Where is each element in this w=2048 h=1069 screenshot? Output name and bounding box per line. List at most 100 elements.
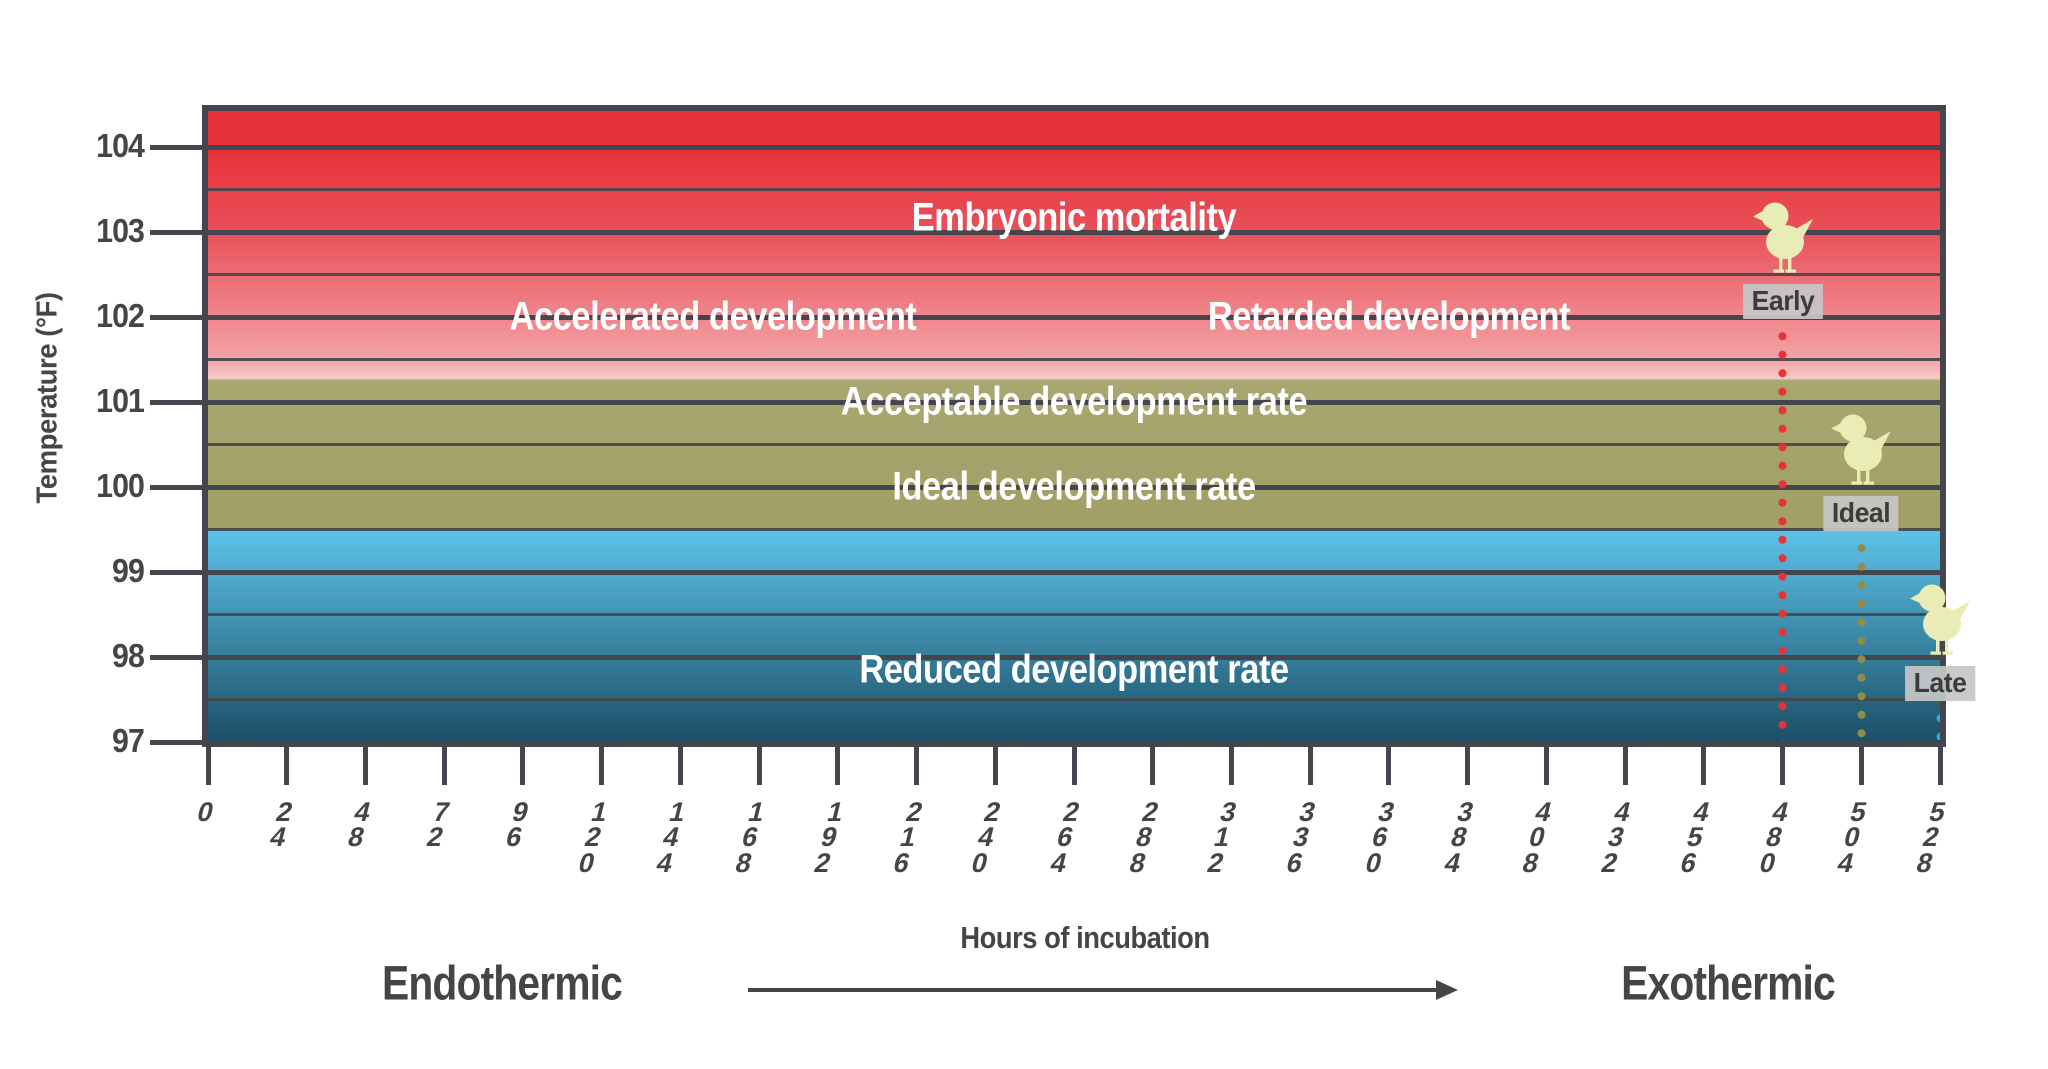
x-tick-336 — [1307, 747, 1313, 785]
x-tick-120 — [599, 747, 605, 785]
y-tick-label-98: 98 — [112, 637, 145, 675]
x-tick-0 — [205, 747, 211, 785]
gridline-99.5 — [208, 528, 1940, 531]
gridline-101 — [208, 399, 1940, 405]
hatch-chick-ideal — [1830, 411, 1892, 494]
x-tick-504 — [1858, 747, 1864, 785]
gridline-98.5 — [208, 613, 1940, 616]
temperature-zones-area — [208, 111, 1940, 741]
chick-icon — [1831, 414, 1892, 485]
y-tick-104 — [150, 144, 208, 150]
y-tick-label-104: 104 — [96, 127, 145, 165]
gridline-103.5 — [208, 188, 1940, 191]
y-tick-103 — [150, 229, 208, 235]
x-tick-456 — [1701, 747, 1707, 785]
gridline-104 — [208, 144, 1940, 150]
gridline-100.5 — [208, 443, 1940, 446]
x-tick-264 — [1071, 747, 1077, 785]
y-tick-label-97: 97 — [112, 722, 145, 760]
hatch-label-early: Early — [1742, 283, 1823, 319]
zone-label-2: Retarded development — [1207, 294, 1571, 339]
x-tick-528 — [1937, 747, 1943, 785]
x-tick-48 — [362, 747, 368, 785]
x-tick-288 — [1150, 747, 1156, 785]
incubation-arrow-line — [748, 988, 1438, 992]
y-tick-label-103: 103 — [96, 212, 145, 250]
hatch-label-late: Late — [1905, 666, 1975, 702]
y-tick-label-100: 100 — [96, 467, 145, 505]
y-tick-97 — [150, 739, 208, 745]
x-tick-240 — [992, 747, 998, 785]
y-tick-label-99: 99 — [112, 552, 145, 590]
x-tick-480 — [1780, 747, 1786, 785]
x-tick-144 — [677, 747, 683, 785]
x-tick-192 — [835, 747, 841, 785]
x-tick-408 — [1543, 747, 1549, 785]
gridline-102.5 — [208, 273, 1940, 276]
y-tick-label-102: 102 — [96, 297, 145, 335]
x-tick-432 — [1622, 747, 1628, 785]
hatch-dotline-late — [1935, 709, 1945, 740]
exothermic-label: Exothermic — [1621, 957, 1836, 1011]
incubation-arrow-head — [1436, 980, 1458, 1000]
gridline-103 — [208, 229, 1940, 235]
x-tick-384 — [1465, 747, 1471, 785]
y-tick-100 — [150, 484, 208, 490]
x-tick-label-0: 0 — [194, 797, 216, 827]
hatch-chick-late — [1909, 581, 1971, 664]
gridline-99 — [208, 569, 1940, 575]
x-tick-168 — [756, 747, 762, 785]
zone-label-0: Embryonic mortality — [911, 195, 1237, 240]
zone-label-4: Ideal development rate — [892, 464, 1256, 509]
gridline-100 — [208, 484, 1940, 490]
gridline-98 — [208, 654, 1940, 660]
hatch-label-ideal: Ideal — [1823, 496, 1899, 532]
gridline-97.5 — [208, 698, 1940, 701]
y-tick-label-101: 101 — [96, 382, 145, 420]
hatch-dotline-ideal — [1856, 539, 1866, 740]
x-tick-24 — [284, 747, 290, 785]
x-tick-312 — [1228, 747, 1234, 785]
y-tick-99 — [150, 569, 208, 575]
x-tick-72 — [441, 747, 447, 785]
x-tick-96 — [520, 747, 526, 785]
y-tick-98 — [150, 654, 208, 660]
y-tick-102 — [150, 314, 208, 320]
y-tick-101 — [150, 399, 208, 405]
zone-label-5: Reduced development rate — [859, 647, 1289, 692]
zone-label-1: Accelerated development — [509, 294, 917, 339]
gridline-102 — [208, 314, 1940, 320]
chick-icon — [1910, 584, 1970, 655]
x-tick-360 — [1386, 747, 1392, 785]
zone-label-3: Acceptable development rate — [840, 379, 1308, 424]
hatch-dotline-early — [1778, 326, 1788, 740]
endothermic-label: Endothermic — [381, 957, 623, 1011]
chick-icon — [1752, 202, 1813, 273]
x-axis-title: Hours of incubation — [960, 920, 1210, 955]
x-tick-216 — [914, 747, 920, 785]
hatch-chick-early — [1752, 199, 1814, 282]
gridline-101.5 — [208, 358, 1940, 361]
